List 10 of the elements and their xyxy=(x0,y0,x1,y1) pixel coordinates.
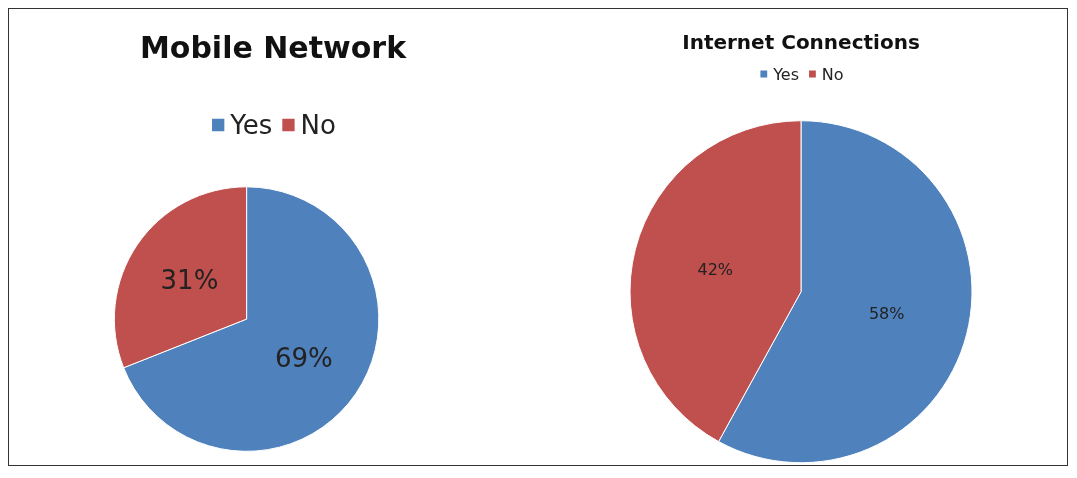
data-label: 58% xyxy=(868,304,905,324)
legend-label: Yes xyxy=(772,64,800,84)
chart-title: Internet Connections xyxy=(682,30,920,54)
legend-label: No xyxy=(300,110,336,140)
data-label: 31% xyxy=(160,265,219,296)
legend-label: Yes xyxy=(229,110,273,140)
legend-label: No xyxy=(821,64,844,84)
data-label: 42% xyxy=(697,260,734,280)
chart-title: Mobile Network xyxy=(139,29,408,65)
data-label: 69% xyxy=(274,342,333,373)
